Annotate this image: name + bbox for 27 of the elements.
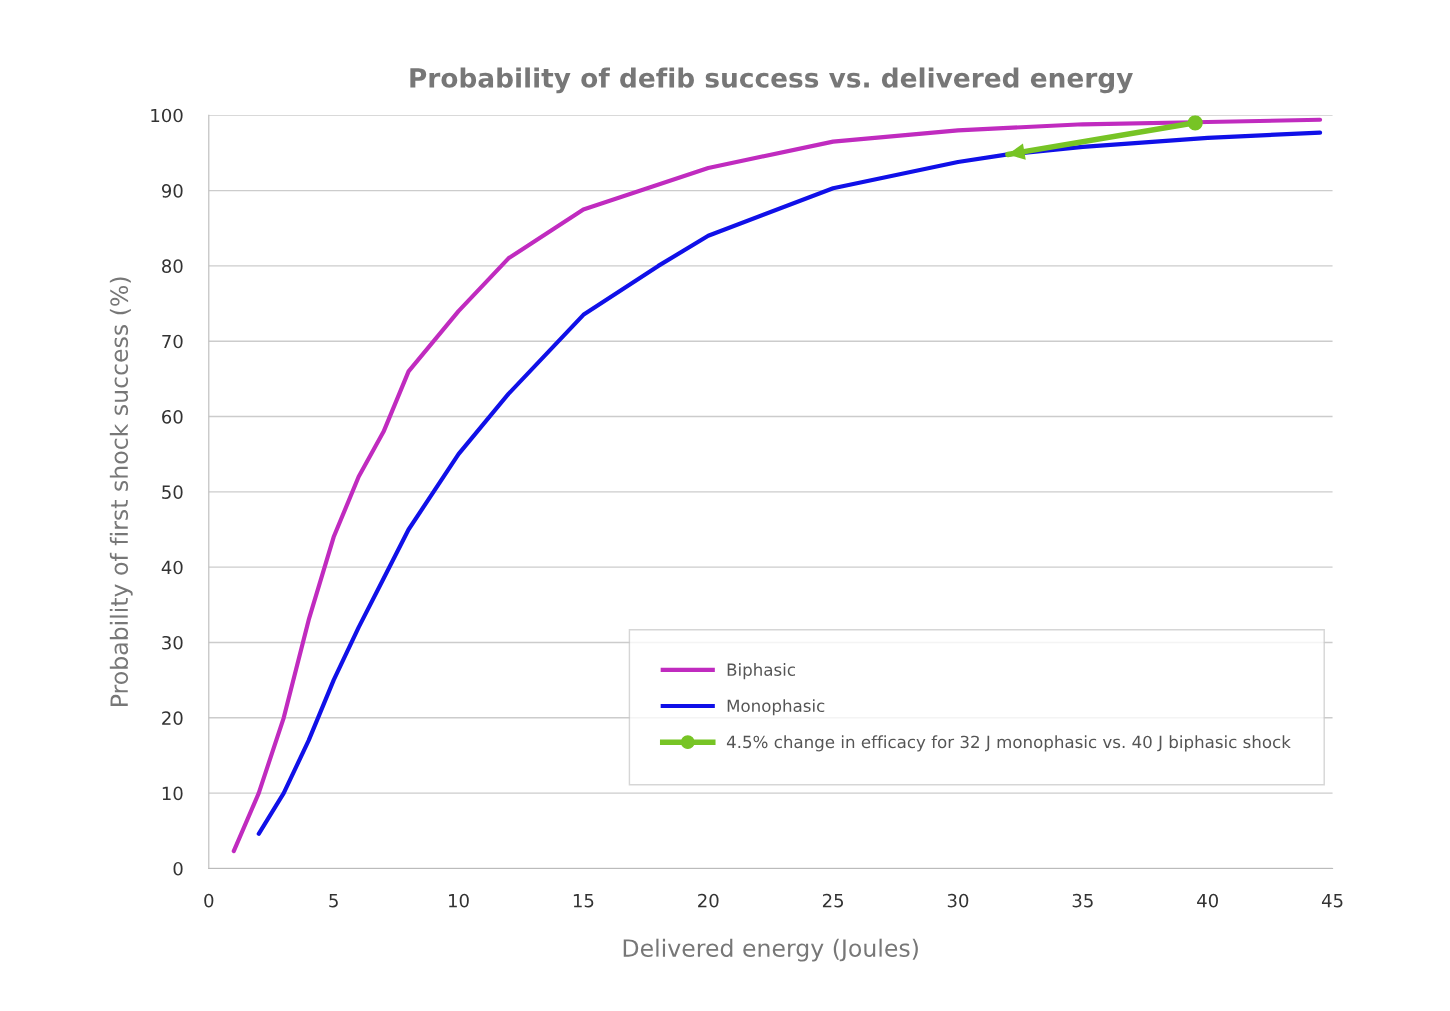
x-tick-label: 35 <box>1072 893 1093 908</box>
x-tick-label: 10 <box>449 893 469 908</box>
x-tick-label: 45 <box>1321 894 1343 908</box>
y-tick-label: 0 <box>173 861 183 876</box>
x-tick-label: 15 <box>573 894 594 908</box>
legend-label: 4.5% change in efficacy for 32 J monophasic vs. 40 J biphasic shock <box>726 735 1291 752</box>
legend-label: Monophasic <box>727 699 825 716</box>
y-axis-title: Probability of first shock success (%) <box>109 277 133 706</box>
y-tick-label: 20 <box>162 711 183 725</box>
y-tick-label: 40 <box>161 560 183 575</box>
x-axis-title: Delivered energy (Joules) <box>623 938 918 962</box>
y-tick-label: 50 <box>162 485 183 499</box>
y-tick-label: 70 <box>162 334 183 349</box>
legend-label: Biphasic <box>727 663 795 680</box>
x-tick-label: 25 <box>822 893 844 908</box>
x-tick-label: 30 <box>947 893 969 908</box>
x-tick-label: 0 <box>204 893 214 908</box>
y-tick-label: 30 <box>162 635 183 650</box>
y-tick-label: 100 <box>151 108 183 123</box>
x-tick-label: 40 <box>1197 893 1218 908</box>
y-tick-label: 90 <box>161 184 183 198</box>
y-tick-label: 80 <box>162 259 183 274</box>
y-tick-label: 10 <box>162 786 183 801</box>
x-tick-label: 5 <box>329 894 338 908</box>
chart-title: Probability of defib success vs. delivered energy <box>410 67 1133 94</box>
y-tick-label: 60 <box>162 409 183 424</box>
x-tick-label: 20 <box>698 893 719 908</box>
